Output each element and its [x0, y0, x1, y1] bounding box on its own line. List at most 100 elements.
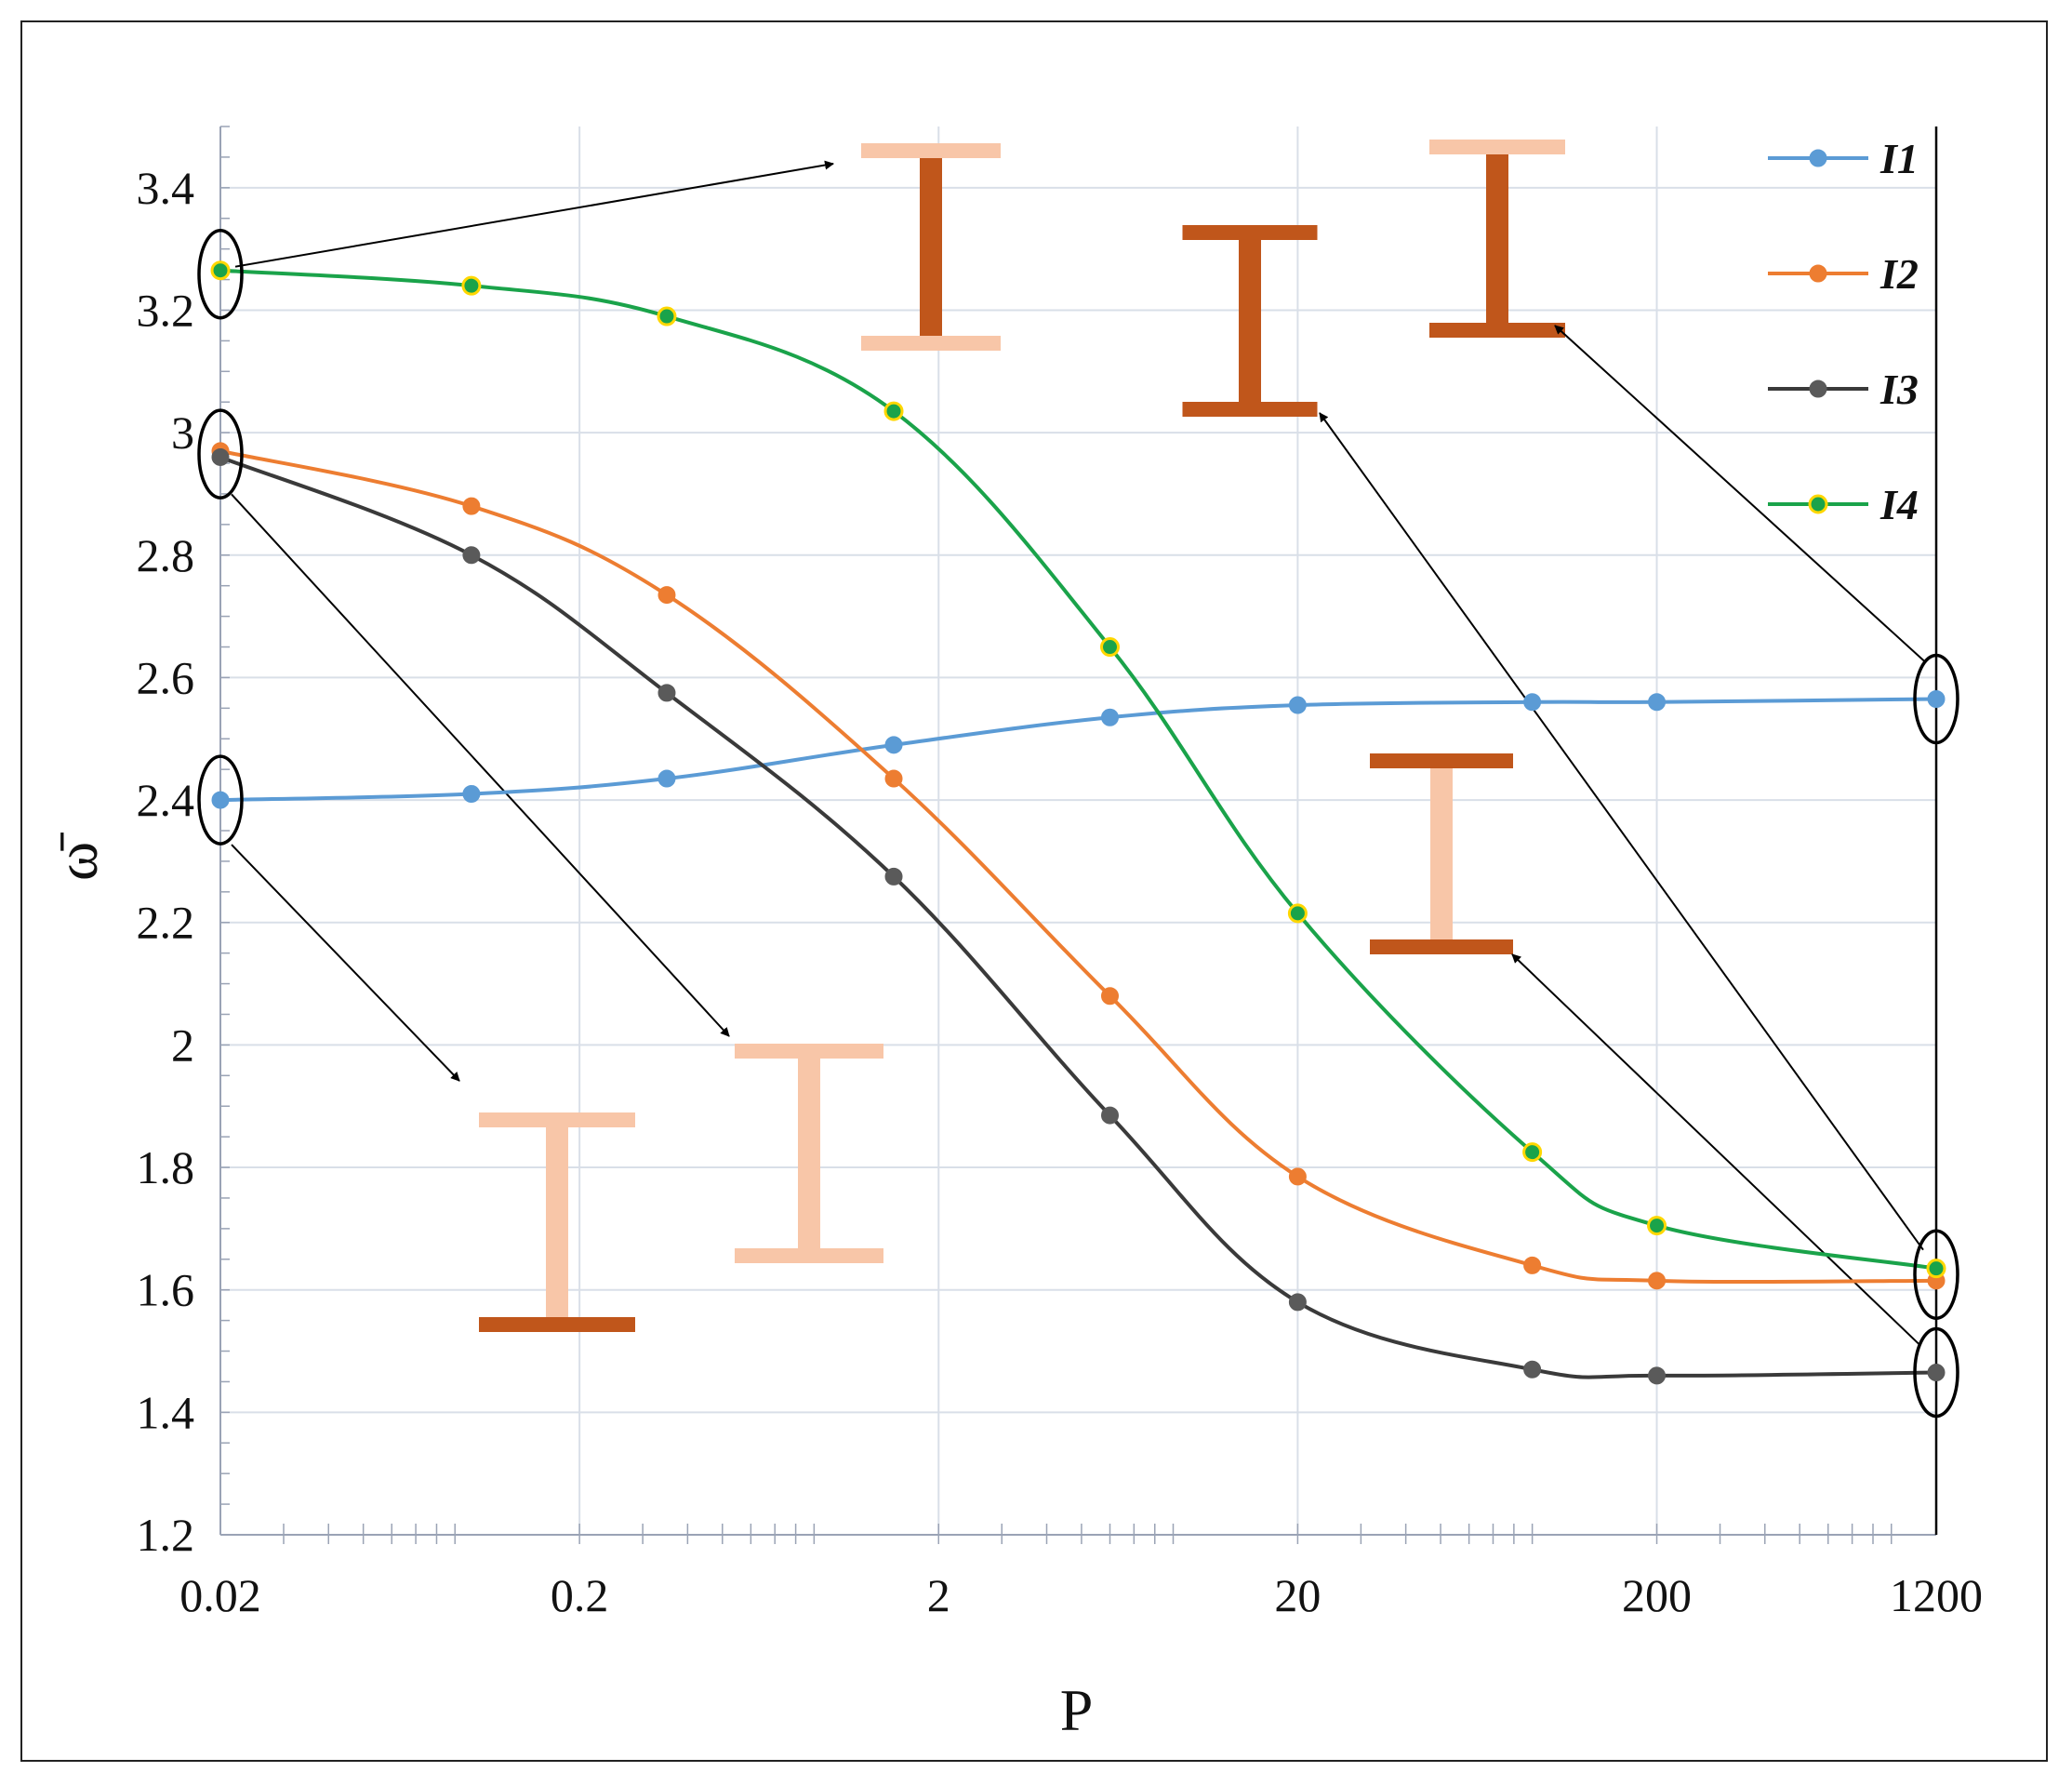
- data-point-I2: [1648, 1272, 1667, 1290]
- y-tick-label: 1.8: [137, 1141, 195, 1193]
- i-beam-cross-section: [1370, 753, 1513, 954]
- data-point-I1: [657, 769, 676, 788]
- data-point-I4: [883, 401, 904, 421]
- data-point-I4: [461, 275, 482, 296]
- data-point-I4: [1287, 903, 1308, 924]
- series-line-I3: [219, 455, 1937, 1379]
- beam-bottom-flange: [735, 1248, 883, 1263]
- annotation-arrow: [1511, 953, 1920, 1346]
- beam-web: [798, 1059, 820, 1248]
- y-tick-label: 2.8: [137, 529, 195, 581]
- data-point-I1: [1523, 693, 1542, 712]
- data-point-I4: [210, 260, 231, 281]
- beam-top-flange: [1429, 140, 1565, 154]
- axes: 1.2 1.4 1.6 1.8 2 2.2 2.4 2.6 2.8 3 3.2 3.4 0.02 0.2 2…: [137, 126, 1983, 1621]
- beam-top-flange: [1182, 225, 1318, 240]
- y-tick-label: 1.6: [137, 1264, 195, 1316]
- series-I1: [211, 689, 1946, 809]
- series-line-I2: [219, 448, 1937, 1285]
- y-tick-label: 3.2: [137, 284, 195, 336]
- series-I4: [210, 260, 1946, 1279]
- legend-entry-I4: I4: [1768, 481, 1919, 528]
- series-I3: [211, 447, 1946, 1385]
- beam-bottom-flange: [861, 336, 1001, 351]
- y-tick-label: 3: [171, 406, 194, 459]
- series-line-I1: [219, 697, 1937, 803]
- x-tick-label: 20: [1274, 1569, 1321, 1621]
- y-tick-label: 2.2: [137, 897, 195, 949]
- gridlines: [220, 127, 1937, 1535]
- data-point-I4: [1926, 1259, 1946, 1279]
- legend-swatch-marker: [1809, 264, 1827, 283]
- beam-bottom-flange: [1182, 402, 1318, 417]
- beam-top-flange: [479, 1112, 635, 1127]
- highlight-ellipses: [197, 228, 1959, 1419]
- annotation-arrows: [231, 160, 1926, 1346]
- highlight-ellipse: [1913, 1229, 1959, 1320]
- highlight-ellipse: [1913, 653, 1959, 745]
- data-point-I1: [884, 736, 903, 754]
- x-axis-title: P: [1060, 1677, 1094, 1743]
- data-point-I1: [1648, 693, 1667, 712]
- i-beam-cross-section: [1429, 140, 1565, 338]
- beam-cross-section-illustrations: [479, 140, 1565, 1332]
- highlight-ellipse: [1913, 1326, 1959, 1419]
- beam-top-flange: [735, 1044, 883, 1059]
- beam-top-flange: [1370, 753, 1513, 768]
- annotation-arrow: [1319, 412, 1924, 1251]
- x-tick-label: 0.02: [179, 1569, 261, 1621]
- data-point-I3: [1100, 1106, 1119, 1125]
- data-point-I3: [884, 867, 903, 886]
- data-point-I2: [1523, 1256, 1542, 1274]
- beam-bottom-flange: [479, 1317, 635, 1332]
- series-line-I4: [219, 268, 1937, 1271]
- i-beam-cross-section: [735, 1044, 883, 1263]
- legend-entry-I2: I2: [1768, 250, 1919, 298]
- data-point-I3: [1288, 1293, 1307, 1312]
- beam-web: [1239, 240, 1261, 402]
- beam-web: [920, 158, 942, 336]
- data-series: [210, 260, 1946, 1385]
- legend-label: I4: [1879, 481, 1919, 528]
- i-beam-cross-section: [861, 143, 1001, 351]
- data-point-I4: [1099, 637, 1120, 658]
- data-point-I3: [211, 447, 230, 466]
- x-tick-label: 200: [1622, 1569, 1692, 1621]
- series-I2: [211, 442, 1946, 1290]
- beam-bottom-flange: [1429, 323, 1565, 338]
- legend-swatch-marker: [1809, 380, 1827, 398]
- data-point-I2: [462, 497, 481, 515]
- i-beam-cross-section: [1182, 225, 1318, 417]
- i-beam-cross-section: [479, 1112, 635, 1332]
- data-point-I3: [1523, 1360, 1542, 1379]
- x-tick-label: 0.2: [551, 1569, 609, 1621]
- x-tick-label: 1200: [1890, 1569, 1983, 1621]
- x-tick-label: 2: [927, 1569, 950, 1621]
- annotation-arrow: [231, 844, 460, 1082]
- data-point-I3: [1927, 1364, 1946, 1382]
- data-point-I1: [1927, 689, 1946, 708]
- legend-swatch-marker: [1808, 494, 1828, 514]
- beam-web: [1486, 154, 1508, 323]
- data-point-I2: [1100, 987, 1119, 1006]
- beam-web: [546, 1127, 568, 1317]
- data-point-I3: [657, 684, 676, 702]
- annotation-arrow: [231, 493, 730, 1037]
- y-tick-label: 2.4: [137, 774, 195, 826]
- data-point-I2: [657, 586, 676, 605]
- data-point-I2: [1288, 1167, 1307, 1186]
- data-point-I1: [1288, 696, 1307, 714]
- highlight-ellipse: [197, 408, 244, 500]
- annotation-arrow: [1554, 325, 1926, 663]
- data-point-I1: [462, 785, 481, 804]
- data-point-I3: [462, 546, 481, 565]
- legend-label: I2: [1879, 250, 1919, 298]
- legend-swatch-marker: [1809, 149, 1827, 167]
- y-tick-label: 2.6: [137, 651, 195, 703]
- legend-entry-I1: I1: [1768, 135, 1919, 182]
- beam-web: [1430, 768, 1453, 939]
- data-point-I4: [657, 306, 677, 326]
- data-point-I1: [211, 791, 230, 809]
- data-point-I4: [1522, 1142, 1543, 1163]
- legend: I1 I2 I3 I4: [1768, 135, 1919, 528]
